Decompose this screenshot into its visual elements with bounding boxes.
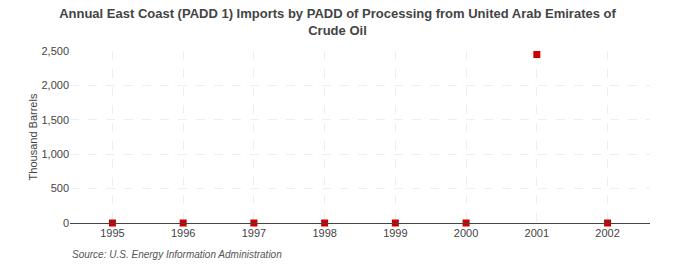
svg-text:1,500: 1,500	[41, 114, 69, 126]
svg-text:Annual East Coast (PADD 1) Imp: Annual East Coast (PADD 1) Imports by PA…	[59, 6, 616, 38]
svg-text:1997: 1997	[242, 227, 266, 239]
svg-text:2,000: 2,000	[41, 79, 69, 91]
svg-text:1999: 1999	[383, 227, 407, 239]
svg-text:1998: 1998	[312, 227, 336, 239]
svg-text:500: 500	[51, 182, 69, 194]
svg-text:Thousand Barrels: Thousand Barrels	[27, 93, 39, 180]
svg-text:1996: 1996	[171, 227, 195, 239]
svg-text:Source: U.S. Energy Informatio: Source: U.S. Energy Information Administ…	[72, 249, 282, 260]
svg-text:0: 0	[63, 217, 69, 229]
svg-text:2000: 2000	[454, 227, 478, 239]
svg-text:2001: 2001	[525, 227, 549, 239]
svg-text:2,500: 2,500	[41, 45, 69, 57]
svg-text:2002: 2002	[595, 227, 619, 239]
svg-text:1995: 1995	[100, 227, 124, 239]
svg-text:1,000: 1,000	[41, 148, 69, 160]
